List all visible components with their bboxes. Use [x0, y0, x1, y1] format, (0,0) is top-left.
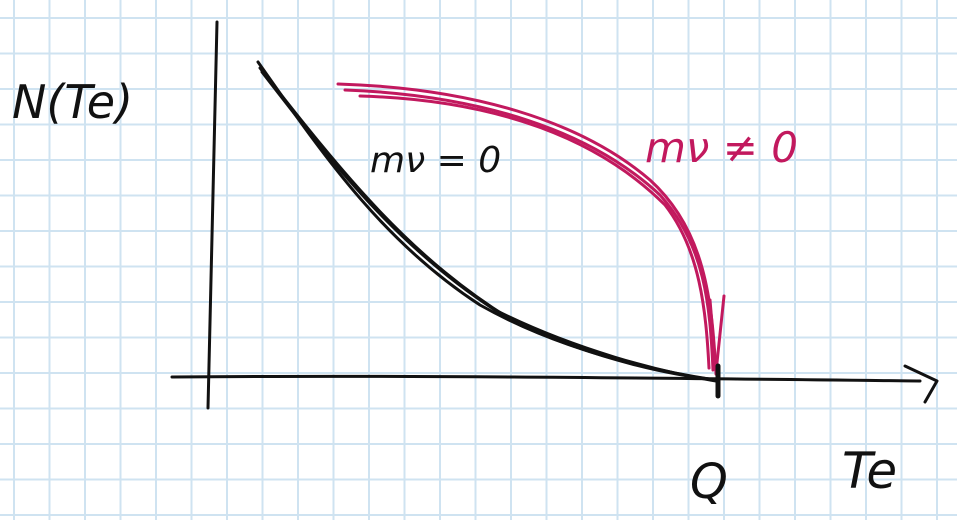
x-axis-arrowhead-icon — [903, 364, 939, 404]
endpoint-label: Q — [690, 454, 728, 510]
curve-massless-stroke — [260, 70, 718, 383]
curve-massive-label: mν ≠ 0 — [645, 123, 798, 172]
curve-massive-stroke — [336, 82, 718, 376]
curve-massive-stroke — [358, 94, 711, 370]
x-axis-label: Te — [842, 442, 897, 500]
y-axis — [206, 20, 219, 410]
curve-massless — [256, 60, 720, 383]
x-axis — [170, 374, 922, 383]
y-axis-label: N(Te) — [12, 75, 133, 129]
curve-massive-stroke — [343, 88, 715, 372]
curve-massless-stroke — [258, 66, 720, 382]
curve-massless-label: mν = 0 — [370, 140, 501, 181]
